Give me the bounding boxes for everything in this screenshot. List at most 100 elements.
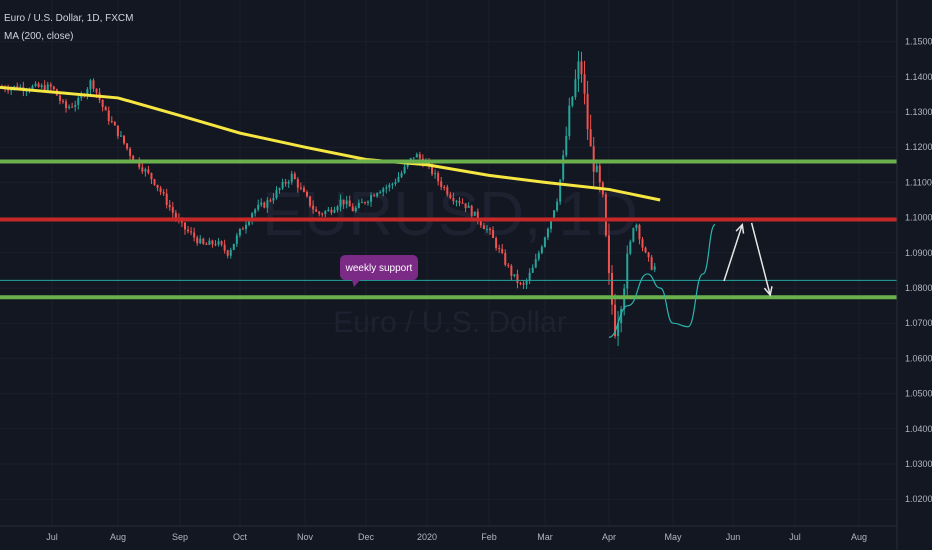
candle-body-down	[641, 239, 644, 248]
candle-body-down	[159, 187, 162, 193]
candle-body-up	[559, 179, 562, 202]
candle-body-down	[129, 148, 132, 156]
candle-body-down	[147, 169, 150, 173]
arrow-down-head[interactable]	[763, 286, 773, 297]
candle-body-up	[339, 199, 342, 207]
drawings[interactable]	[608, 222, 773, 338]
candle-body-up	[543, 237, 546, 247]
candle-body-up	[336, 206, 339, 211]
candle-body-up	[354, 207, 357, 212]
candle-body-down	[58, 95, 61, 101]
candle-body-up	[80, 94, 83, 98]
candle-body-down	[519, 282, 522, 284]
candle-body-down	[156, 184, 159, 188]
candle-body-up	[537, 252, 540, 260]
candle-body-up	[345, 200, 348, 205]
candle-body-down	[132, 155, 135, 161]
candle-body-down	[607, 235, 610, 274]
candle-body-down	[495, 238, 498, 248]
candle-body-up	[556, 201, 559, 211]
candle-body-down	[644, 247, 647, 253]
candle-body-up	[562, 155, 565, 180]
chart-title: Euro / U.S. Dollar, 1D, FXCM	[4, 13, 134, 24]
candle-body-down	[302, 187, 305, 192]
candle-body-down	[165, 193, 168, 205]
candle-body-up	[467, 205, 470, 208]
time-axis[interactable]: Jul Aug Sep Oct Nov Dec 2020 Feb Mar Apr May Jun Jul…	[0, 525, 897, 542]
candle-body-up	[617, 323, 620, 337]
candle-body-up	[68, 106, 71, 109]
candle-body-up	[595, 165, 598, 172]
time-tick-label: Apr	[602, 532, 616, 542]
candle-body-down	[452, 198, 455, 202]
price-tick-label: 1.12000	[905, 142, 932, 152]
candle-body-down	[318, 211, 321, 214]
candle-body-up	[400, 173, 403, 177]
candle-body-up	[632, 228, 635, 242]
candle-body-down	[241, 228, 244, 230]
price-tick-label: 1.07000	[905, 318, 932, 328]
candle-body-down	[464, 203, 467, 208]
candle-body-down	[226, 250, 229, 256]
candle-body-up	[388, 184, 391, 188]
annotation-bubble[interactable]	[340, 255, 418, 287]
candle-body-up	[238, 228, 241, 236]
candle-body-up	[415, 154, 418, 158]
time-tick-label: Aug	[851, 532, 867, 542]
candle-body-up	[333, 210, 336, 213]
candle-body-down	[510, 265, 513, 276]
annotation[interactable]: weekly support	[340, 255, 418, 287]
price-axis[interactable]: 1.15000 1.14000 1.13000 1.12000 1.11000 1.100…	[896, 0, 932, 550]
candle-body-down	[141, 167, 144, 172]
candle-body-up	[406, 162, 409, 167]
time-tick-label: Oct	[233, 532, 248, 542]
candle-body-up	[290, 173, 293, 182]
candle-body-down	[65, 101, 68, 109]
candle-body-up	[199, 238, 202, 244]
candle-body-up	[144, 169, 147, 172]
price-tick-label: 1.08000	[905, 283, 932, 293]
candle-body-down	[223, 244, 226, 251]
candle-body-down	[309, 196, 312, 206]
arrow-up-shaft[interactable]	[723, 224, 744, 282]
candle-body-up	[574, 79, 577, 97]
candle-body-up	[281, 181, 284, 189]
candle-body-down	[315, 209, 318, 212]
candle-body-down	[205, 243, 208, 245]
candle-body-down	[449, 194, 452, 199]
candle-body-down	[52, 86, 55, 90]
candle-body-down	[489, 228, 491, 231]
candle-body-up	[397, 176, 400, 182]
candle-body-up	[248, 220, 251, 225]
time-tick-label: Nov	[297, 532, 314, 542]
candle-body-down	[647, 252, 650, 258]
candle-body-down	[150, 172, 153, 180]
candle-body-down	[498, 247, 501, 249]
candle-body-down	[516, 274, 519, 283]
candle-body-down	[586, 93, 589, 130]
candle-body-up	[232, 243, 235, 250]
candle-body-up	[77, 97, 80, 105]
candle-body-up	[568, 105, 571, 137]
candle-body-down	[418, 154, 421, 159]
candle-body-up	[553, 210, 556, 219]
candle-body-down	[312, 205, 315, 210]
candle-body-up	[513, 274, 516, 276]
candle-body-down	[592, 146, 595, 172]
arrow-up-head[interactable]	[735, 223, 745, 234]
candle-body-down	[321, 213, 324, 215]
indicator-label[interactable]: MA (200, close)	[4, 31, 74, 42]
candle-body-up	[571, 96, 574, 106]
candle-body-up	[260, 202, 263, 205]
candle-body-down	[153, 179, 156, 185]
candle-body-down	[293, 173, 296, 180]
projection-curve[interactable]	[608, 224, 716, 338]
candle-body-down	[171, 207, 174, 213]
arrow-down-shaft[interactable]	[750, 222, 771, 296]
candle-body-down	[446, 187, 449, 195]
candle-body-up	[394, 181, 397, 184]
candle-body-up	[528, 272, 531, 280]
